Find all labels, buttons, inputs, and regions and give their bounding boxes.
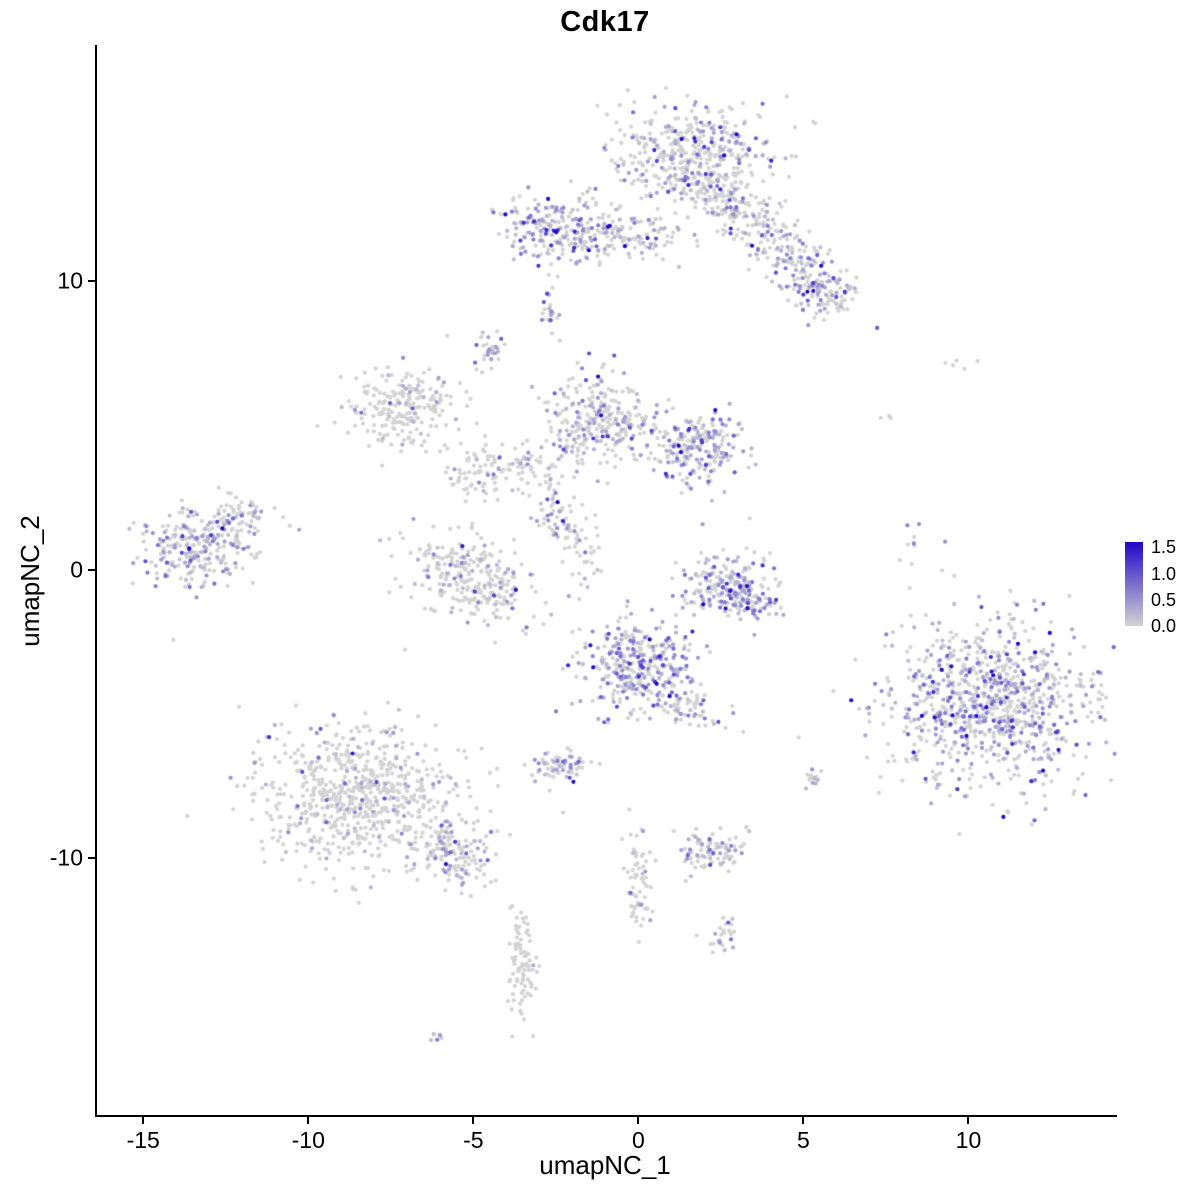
plot-title: Cdk17 [560, 6, 650, 38]
x-axis-tick-mark [142, 1117, 145, 1124]
y-axis-tick-label: 10 [57, 267, 83, 294]
y-axis-tick-label: -10 [49, 844, 83, 871]
x-axis-tick-mark [307, 1117, 310, 1124]
x-axis-tick-label: -10 [291, 1127, 325, 1153]
x-axis-tick-label: -15 [126, 1127, 160, 1153]
legend-tick-label: 1.5 [1151, 537, 1177, 558]
x-axis-tick-mark [472, 1117, 475, 1124]
y-axis-tick-label: 0 [70, 556, 83, 583]
y-axis-tick-mark [88, 857, 95, 860]
plot-panel [95, 45, 1117, 1117]
y-axis-title: umapNC_2 [15, 515, 45, 647]
legend-tick-label: 0.5 [1151, 589, 1177, 610]
x-axis-tick-label: 0 [631, 1127, 645, 1153]
legend-tick-label: 0.0 [1151, 616, 1177, 636]
legend-gradient-bar [1125, 542, 1143, 626]
x-axis-title: umapNC_1 [539, 1150, 671, 1180]
x-axis-tick-mark [967, 1117, 970, 1124]
x-axis-tick-label: -5 [463, 1127, 484, 1153]
y-axis-tick-mark [88, 280, 95, 283]
x-axis-tick-label: 10 [955, 1127, 982, 1153]
scatter-points-canvas [97, 45, 1117, 1115]
x-axis-tick-mark [637, 1117, 640, 1124]
legend-colorbar: 1.5 1.0 0.5 0.0 [1125, 537, 1200, 642]
legend-tick-label: 1.0 [1151, 563, 1177, 584]
x-axis-tick-label: 5 [797, 1127, 810, 1153]
x-axis-tick-mark [802, 1117, 805, 1124]
y-axis-tick-mark [88, 568, 95, 571]
